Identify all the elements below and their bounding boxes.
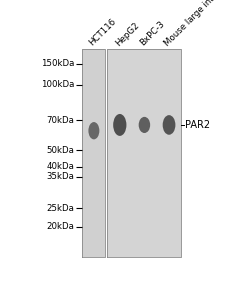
- Ellipse shape: [162, 115, 175, 135]
- Ellipse shape: [138, 117, 150, 133]
- Text: 40kDa: 40kDa: [46, 162, 74, 171]
- Text: PAR2: PAR2: [184, 120, 209, 130]
- Text: 25kDa: 25kDa: [46, 204, 74, 213]
- Text: HCT116: HCT116: [87, 17, 118, 47]
- Text: 100kDa: 100kDa: [41, 80, 74, 89]
- Text: 70kDa: 70kDa: [46, 116, 74, 125]
- Text: 20kDa: 20kDa: [46, 222, 74, 231]
- Text: 150kDa: 150kDa: [41, 59, 74, 68]
- Ellipse shape: [113, 114, 126, 136]
- Text: 50kDa: 50kDa: [46, 146, 74, 155]
- Text: HepG2: HepG2: [113, 20, 140, 47]
- Text: Mouse large intestine: Mouse large intestine: [162, 0, 227, 47]
- Bar: [82, 49, 105, 256]
- Bar: [107, 49, 180, 256]
- Text: 35kDa: 35kDa: [46, 172, 74, 182]
- Text: BxPC-3: BxPC-3: [137, 20, 165, 47]
- Ellipse shape: [88, 122, 99, 140]
